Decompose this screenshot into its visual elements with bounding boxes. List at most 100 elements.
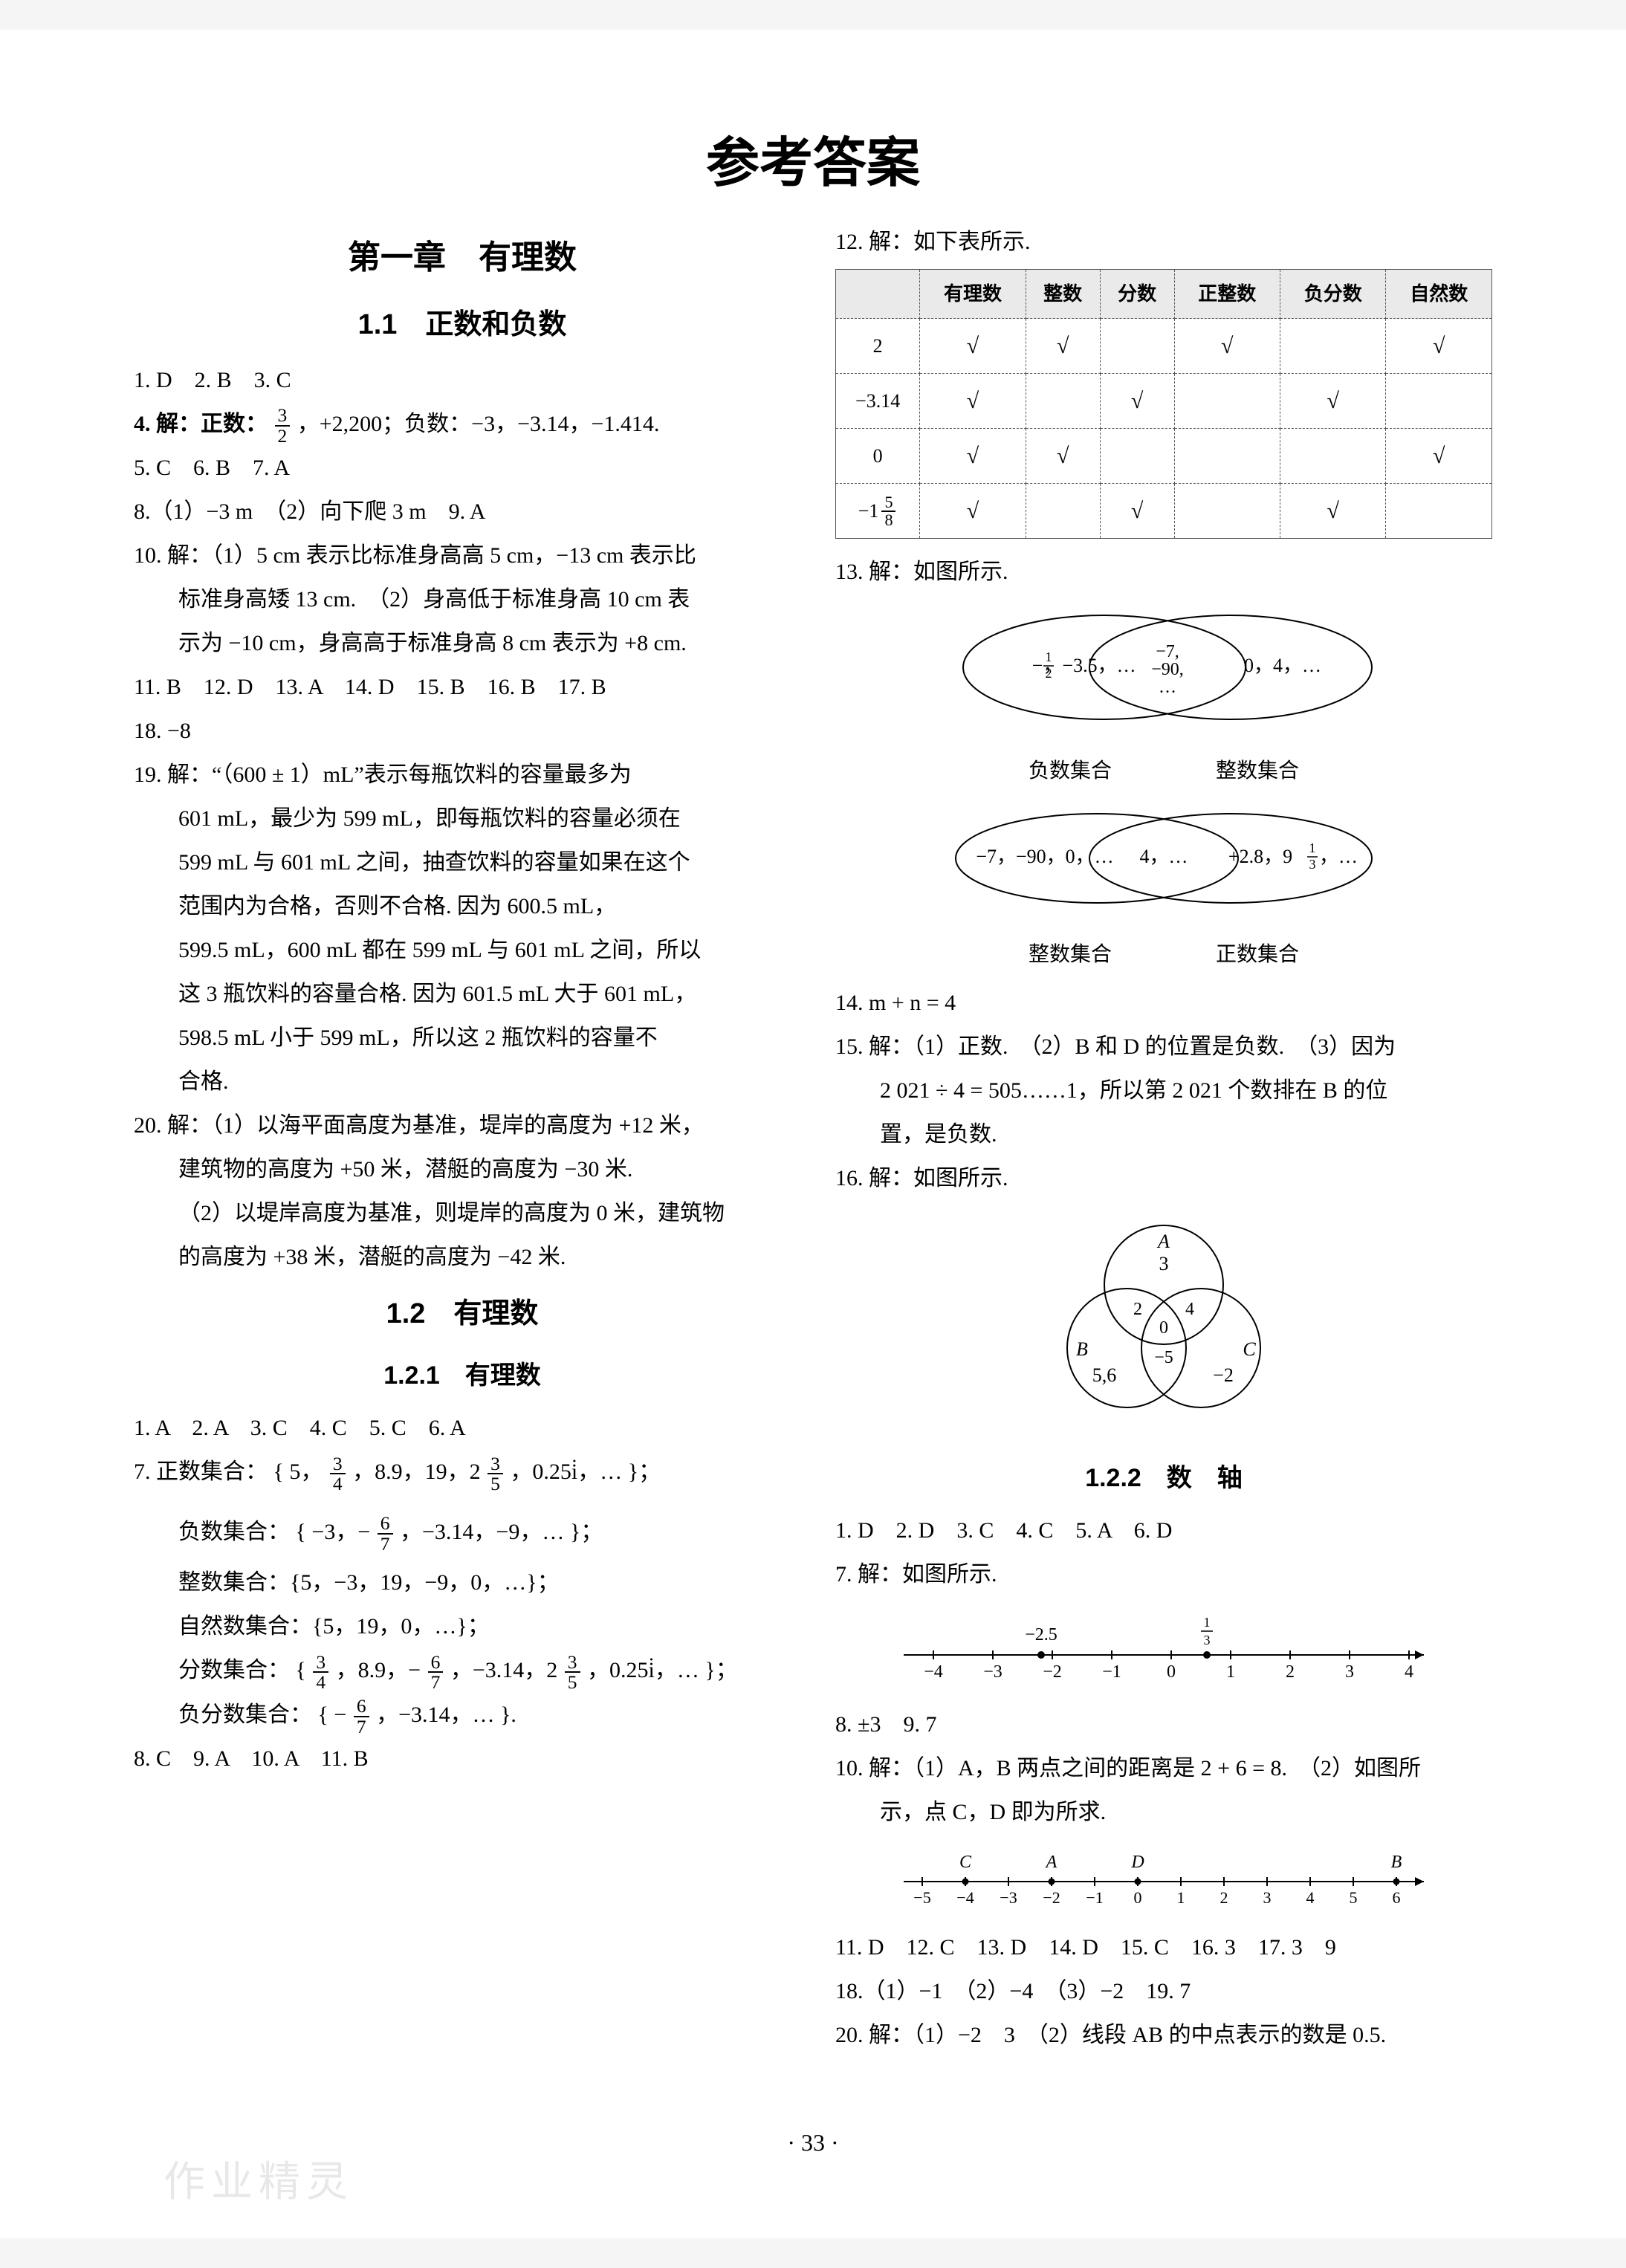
q12-label: 12. 解：如下表所示.: [835, 221, 1492, 263]
cell: √: [920, 319, 1026, 374]
s122-q1-6: 1. D 2. D 3. C 4. C 5. A 6. D: [835, 1509, 1492, 1552]
s12-q7-negfrac: 负分数集合： { − 67 ，−3.14，… }.: [134, 1694, 791, 1737]
numline1-svg: −4−3−2−101234 −2.5 1 3: [881, 1603, 1446, 1685]
s122-q10b: 示，点 C，D 即为所求.: [835, 1791, 1492, 1833]
svg-text:3: 3: [1263, 1888, 1272, 1907]
q7-negfrac-2: ，−3.14，…: [376, 1702, 494, 1727]
cell: [1386, 374, 1492, 429]
svg-text:，…: ，…: [1319, 846, 1358, 867]
main-title: 参考答案: [134, 119, 1492, 197]
q19b: 601 mL，最少为 599 mL，即每瓶饮料的容量必须在: [134, 797, 791, 840]
svg-text:−4: −4: [956, 1888, 974, 1907]
chapter-title: 第一章 有理数: [134, 227, 791, 289]
svg-text:−2.5: −2.5: [1025, 1625, 1057, 1645]
subsection-1-2-1-title: 1.2.1 有理数: [134, 1352, 791, 1400]
q19c: 599 mL 与 601 mL 之间，抽查饮料的容量如果在这个: [134, 841, 791, 884]
q15c: 置，是负数.: [835, 1113, 1492, 1156]
q19a: 19. 解：“（600 ± 1）mL”表示每瓶饮料的容量最多为: [134, 754, 791, 796]
s122-q11-17: 11. D 12. C 13. D 14. D 15. C 16. 3 17. …: [835, 1926, 1492, 1969]
q7-neg-2: ，−3.14，−9，…: [400, 1520, 564, 1544]
table-row: −3.14 √ √ √: [836, 374, 1492, 429]
brace-close: }；: [628, 1459, 661, 1484]
subsection-1-2-2-title: 1.2.2 数 轴: [835, 1454, 1492, 1503]
th-rational: 有理数: [920, 270, 1026, 319]
svg-text:4: 4: [1306, 1888, 1315, 1907]
s12-q1-6: 1. A 2. A 3. C 4. C 5. C 6. A: [134, 1407, 791, 1449]
svg-text:B: B: [1391, 1853, 1402, 1872]
svg-text:−5: −5: [1154, 1348, 1173, 1367]
q5-7: 5. C 6. B 7. A: [134, 447, 791, 489]
brace-open: {: [296, 1520, 306, 1544]
cell: [1174, 484, 1280, 539]
q7-negfrac-label: 负分数集合：: [178, 1702, 312, 1727]
brace-close: }；: [570, 1520, 603, 1544]
q16: 16. 解：如图所示.: [835, 1157, 1492, 1199]
table-row: −1 58 √ √ √: [836, 484, 1492, 539]
frac-6-7-c: 67: [354, 1697, 369, 1736]
svg-text:0: 0: [1134, 1888, 1142, 1907]
q7-pos-3: ，0.25i̇，…: [510, 1459, 622, 1484]
svg-text:3: 3: [1309, 857, 1316, 872]
svg-text:−2: −2: [1043, 1888, 1060, 1907]
cell: √: [1100, 484, 1174, 539]
svg-text:5: 5: [1350, 1888, 1358, 1907]
svg-text:2: 2: [1133, 1300, 1142, 1319]
table-row: 0 √ √ √: [836, 429, 1492, 484]
numberline-1: −4−3−2−101234 −2.5 1 3: [835, 1603, 1492, 1699]
brace-open: {: [318, 1702, 328, 1727]
frac-3-5-b: 35: [565, 1653, 580, 1692]
q7-frac-1: ，8.9，−: [336, 1658, 421, 1682]
cell: √: [1280, 374, 1386, 429]
s122-q7: 7. 解：如图所示.: [835, 1553, 1492, 1595]
q1-3: 1. D 2. B 3. C: [134, 359, 791, 401]
venn2-labels: 整数集合 正数集合: [835, 935, 1492, 974]
s12-q7-nat: 自然数集合：{5，19，0，…}；: [134, 1605, 791, 1647]
cell: [1100, 319, 1174, 374]
q4: 4. 解：正数： 3 2 ，+2,200；负数：−3，−3.14，−1.414.: [134, 403, 791, 446]
q19d: 范围内为合格，否则不合格. 因为 600.5 mL，: [134, 885, 791, 927]
q20a: 20. 解：（1）以海平面高度为基准，堤岸的高度为 +12 米，: [134, 1104, 791, 1147]
svg-text:0: 0: [1167, 1662, 1176, 1682]
cell: √: [920, 429, 1026, 484]
svg-text:3: 3: [1159, 1253, 1169, 1274]
cell: [1174, 374, 1280, 429]
th-natural: 自然数: [1386, 270, 1492, 319]
th-negfrac: 负分数: [1280, 270, 1386, 319]
th-fraction: 分数: [1100, 270, 1174, 319]
svg-text:4，…: 4，…: [1139, 846, 1188, 867]
brace-open: {: [296, 1658, 306, 1682]
cell: [1026, 374, 1100, 429]
cell: [1174, 429, 1280, 484]
brace-close: }；: [705, 1658, 737, 1682]
th-posint: 正整数: [1174, 270, 1280, 319]
right-column: 12. 解：如下表所示. 有理数 整数 分数 正整数 负分数 自然数 2 √ √…: [835, 219, 1492, 2058]
row-label-mixed: −1 58: [836, 484, 920, 539]
svg-text:1: 1: [1177, 1888, 1185, 1907]
svg-text:，−3.5，…: ，−3.5，…: [1043, 655, 1136, 676]
q14: 14. m + n = 4: [835, 982, 1492, 1024]
q13-label: 13. 解：如图所示.: [835, 551, 1492, 593]
mixed-neg-1-5-8: −1 58: [858, 493, 898, 529]
q7-frac-2: ，−3.14，2: [450, 1658, 557, 1682]
cell: [1026, 484, 1100, 539]
frac-6-7-b: 67: [428, 1653, 444, 1692]
venn2-left-label: 整数集合: [1029, 935, 1112, 974]
section-1-2-title: 1.2 有理数: [134, 1287, 791, 1341]
s122-q18-19: 18.（1）−1 （2）−4 （3）−2 19. 7: [835, 1970, 1492, 2012]
cell: √: [1386, 319, 1492, 374]
svg-text:1: 1: [1226, 1662, 1235, 1682]
th-blank: [836, 270, 920, 319]
svg-text:0，4，…: 0，4，…: [1244, 655, 1321, 676]
table-row: 2 √ √ √ √: [836, 319, 1492, 374]
svg-text:2: 2: [1220, 1888, 1228, 1907]
q19f: 这 3 瓶饮料的容量合格. 因为 601.5 mL 大于 601 mL，: [134, 973, 791, 1015]
q7-negfrac-1: −: [334, 1702, 346, 1727]
svg-text:C: C: [1243, 1338, 1256, 1360]
page: 参考答案 第一章 有理数 1.1 正数和负数 1. D 2. B 3. C 4.…: [0, 30, 1626, 2238]
svg-text:0: 0: [1159, 1318, 1168, 1338]
svg-text:+2.8，9: +2.8，9: [1228, 846, 1292, 867]
svg-text:D: D: [1130, 1853, 1144, 1872]
q18: 18. −8: [134, 710, 791, 752]
brace-close: }.: [500, 1702, 516, 1727]
q10b: 标准身高矮 13 cm. （2）身高低于标准身高 10 cm 表: [134, 578, 791, 621]
